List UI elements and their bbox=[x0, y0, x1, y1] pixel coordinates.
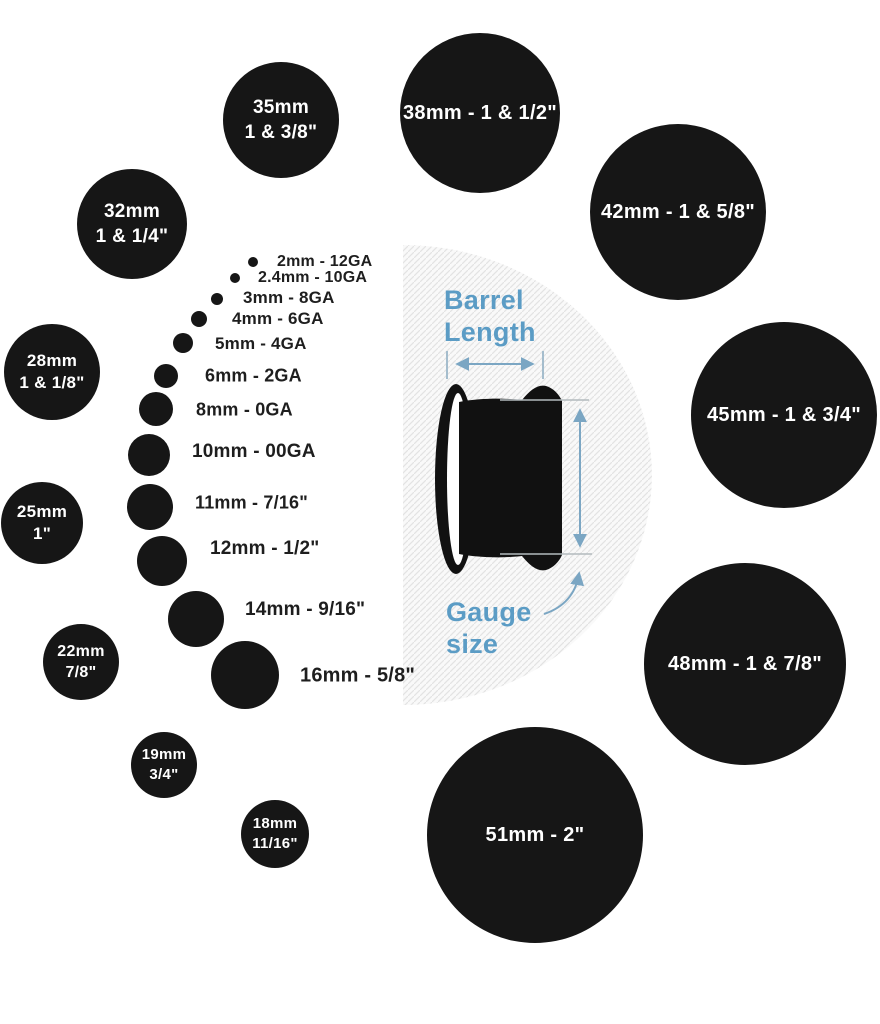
size-circle-label: 28mm bbox=[26, 350, 78, 370]
size-circle-48mm: 48mm - 1 & 7/8" bbox=[644, 563, 846, 765]
gauge-dot-2.4mm bbox=[230, 273, 240, 283]
size-circle-label: 19mm bbox=[141, 746, 187, 764]
size-circle-label: 32mm bbox=[103, 200, 161, 222]
gauge-dot-12mm bbox=[137, 536, 187, 586]
barrel-length-caption: Barrel Length bbox=[444, 285, 536, 348]
size-circle-label: 7/8" bbox=[65, 664, 97, 681]
size-circle-28mm: 28mm 1 & 1/8" bbox=[4, 324, 100, 420]
gauge-label-5mm: 5mm - 4GA bbox=[215, 334, 307, 353]
size-circle-label: 25mm bbox=[16, 501, 68, 521]
size-circle-35mm: 35mm 1 & 3/8" bbox=[223, 62, 339, 178]
gauge-label-12mm: 12mm - 1/2" bbox=[210, 538, 320, 559]
gauge-dot-4mm bbox=[191, 311, 207, 327]
gauge-label-8mm: 8mm - 0GA bbox=[196, 399, 293, 420]
gauge-dot-8mm bbox=[139, 392, 173, 426]
barrel-length-dimension bbox=[446, 351, 544, 379]
gauge-dot-10mm bbox=[128, 434, 170, 476]
size-circle-label: 18mm bbox=[252, 815, 298, 833]
gauge-label-16mm: 16mm - 5/8" bbox=[300, 664, 416, 687]
gauge-dot-6mm bbox=[154, 364, 178, 388]
size-circle-label: 1" bbox=[32, 524, 52, 543]
gauge-label-2.4mm: 2.4mm - 10GA bbox=[258, 269, 368, 286]
size-circle-label: 1 & 1/8" bbox=[19, 373, 85, 392]
size-circle-label: 42mm - 1 & 5/8" bbox=[600, 200, 756, 223]
size-circle-18mm: 18mm 11/16" bbox=[241, 800, 309, 868]
size-circle-51mm: 51mm - 2" bbox=[427, 727, 643, 943]
size-circle-38mm: 38mm - 1 & 1/2" bbox=[400, 33, 560, 193]
gauge-label-3mm: 3mm - 8GA bbox=[243, 288, 335, 307]
size-circle-label: 22mm bbox=[57, 642, 105, 660]
size-circle-label: 51mm - 2" bbox=[485, 823, 585, 846]
size-circle-label: 48mm - 1 & 7/8" bbox=[667, 652, 823, 675]
size-circle-19mm: 19mm 3/4" bbox=[131, 732, 197, 798]
gauge-dot-11mm bbox=[127, 484, 173, 530]
size-circle-25mm: 25mm 1" bbox=[1, 482, 83, 564]
size-circle-label: 1 & 3/8" bbox=[244, 122, 318, 143]
gauge-dot-3mm bbox=[211, 293, 223, 305]
gauge-label-6mm: 6mm - 2GA bbox=[205, 365, 302, 386]
size-circle-42mm: 42mm - 1 & 5/8" bbox=[590, 124, 766, 300]
gauge-dot-16mm bbox=[211, 641, 279, 709]
gauge-dot-14mm bbox=[168, 591, 224, 647]
plug-illustration bbox=[435, 384, 562, 574]
size-circle-32mm: 32mm 1 & 1/4" bbox=[77, 169, 187, 279]
gauge-label-4mm: 4mm - 6GA bbox=[232, 309, 324, 328]
gauge-dot-2mm bbox=[248, 257, 258, 267]
gauge-dot-5mm bbox=[173, 333, 193, 353]
gauge-label-2mm: 2mm - 12GA bbox=[277, 253, 373, 270]
size-circle-label: 3/4" bbox=[149, 766, 179, 783]
size-circle-label: 45mm - 1 & 3/4" bbox=[706, 403, 862, 426]
size-circle-label: 1 & 1/4" bbox=[95, 226, 169, 247]
size-circle-label: 38mm - 1 & 1/2" bbox=[402, 101, 558, 124]
gauge-label-14mm: 14mm - 9/16" bbox=[245, 599, 366, 620]
gauge-label-11mm: 11mm - 7/16" bbox=[195, 492, 309, 513]
size-circle-45mm: 45mm - 1 & 3/4" bbox=[691, 322, 877, 508]
gauge-label-10mm: 10mm - 00GA bbox=[192, 441, 316, 462]
size-circle-label: 35mm bbox=[252, 96, 310, 118]
gauge-size-caption: Gauge size bbox=[446, 597, 532, 660]
size-circle-22mm: 22mm 7/8" bbox=[43, 624, 119, 700]
size-circle-label: 11/16" bbox=[252, 835, 298, 852]
gauge-size-dimension bbox=[500, 399, 592, 615]
